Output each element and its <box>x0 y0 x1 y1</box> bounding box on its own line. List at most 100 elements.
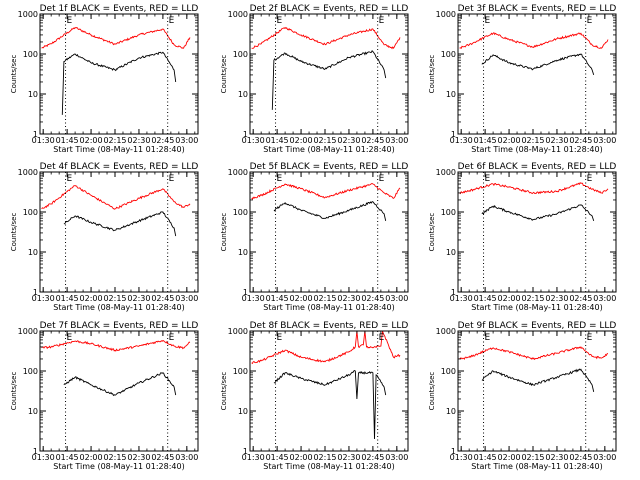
x-tick-label: 01:30 <box>32 294 55 303</box>
x-tick-label: 02:45 <box>361 453 384 462</box>
x-tick-label: 02:45 <box>361 136 384 145</box>
x-tick-label: 02:00 <box>80 294 103 303</box>
x-tick-label: 02:30 <box>127 294 150 303</box>
lld-series-line <box>251 330 401 365</box>
y-tick-label: 100 <box>23 50 38 59</box>
x-tick-label: 02:45 <box>361 294 384 303</box>
events-series-line <box>481 368 595 393</box>
y-tick-label: 1000 <box>436 327 456 336</box>
x-tick-label: 02:30 <box>127 136 150 145</box>
x-tick-label: 02:00 <box>290 453 313 462</box>
lld-series-line <box>251 26 401 50</box>
x-tick-label: 01:45 <box>474 136 497 145</box>
events-series-line <box>63 372 177 397</box>
x-tick-label: 02:00 <box>498 453 521 462</box>
x-tick-label: 01:30 <box>242 294 265 303</box>
events-series-line <box>481 53 595 76</box>
y-axis-label: Counts/sec <box>220 372 228 411</box>
lld-series-line <box>41 26 191 49</box>
x-tick-label: 02:30 <box>337 453 360 462</box>
event-marker-label: E <box>379 333 385 343</box>
plot-frame <box>249 171 409 293</box>
y-tick-label: 10 <box>28 407 38 416</box>
plot-frame <box>39 171 199 293</box>
detector-panel-1: Det 1f BLACK = Events, RED = LLD E E 1 10 100… <box>10 4 199 154</box>
y-axis-label: Counts/sec <box>428 372 436 411</box>
event-marker-label: E <box>169 333 175 343</box>
x-tick-label: 02:15 <box>313 136 336 145</box>
x-tick-label: 02:30 <box>545 294 568 303</box>
x-axis-label: Start Time (08-May-11 01:28:40) <box>263 145 394 154</box>
y-tick-label: 100 <box>441 50 456 59</box>
y-tick-label: 10 <box>238 248 248 257</box>
y-tick-label: 1 <box>451 130 456 139</box>
y-tick-label: 10 <box>28 90 38 99</box>
x-tick-label: 02:00 <box>290 294 313 303</box>
detector-panel-8: Det 8f BLACK = Events, RED = LLD E E 1 10 100… <box>220 321 409 471</box>
x-axis-label: Start Time (08-May-11 01:28:40) <box>471 145 602 154</box>
y-tick-label: 1 <box>243 447 248 456</box>
x-tick-label: 03:00 <box>593 453 616 462</box>
x-tick-label: 01:45 <box>56 453 79 462</box>
x-tick-label: 02:00 <box>290 136 313 145</box>
y-tick-label: 1000 <box>228 168 248 177</box>
detector-panel-2: Det 2f BLACK = Events, RED = LLD E E 1 10 100… <box>220 4 409 154</box>
event-marker-label: E <box>67 333 73 343</box>
lld-series-line <box>41 339 191 352</box>
y-axis-label: Counts/sec <box>220 55 228 94</box>
panel-title: Det 2f BLACK = Events, RED = LLD <box>250 4 409 14</box>
x-tick-label: 02:30 <box>127 453 150 462</box>
plot-frame <box>249 330 409 452</box>
event-marker-label: E <box>277 174 283 184</box>
x-tick-label: 01:45 <box>266 294 289 303</box>
y-tick-label: 100 <box>233 208 248 217</box>
x-tick-label: 02:45 <box>151 136 174 145</box>
lld-series-line <box>41 184 191 210</box>
event-marker-label: E <box>587 16 593 26</box>
y-axis-label: Counts/sec <box>10 213 18 252</box>
panel-title: Det 3f BLACK = Events, RED = LLD <box>458 4 617 14</box>
event-marker-label: E <box>169 16 175 26</box>
y-tick-label: 1 <box>243 130 248 139</box>
y-tick-label: 10 <box>446 407 456 416</box>
x-tick-label: 03:00 <box>175 136 198 145</box>
y-tick-label: 10 <box>28 248 38 257</box>
panel-title: Det 8f BLACK = Events, RED = LLD <box>250 321 409 331</box>
x-tick-label: 02:15 <box>103 453 126 462</box>
x-tick-label: 02:30 <box>545 453 568 462</box>
x-tick-label: 02:15 <box>313 294 336 303</box>
panel-title: Det 7f BLACK = Events, RED = LLD <box>40 321 199 331</box>
y-tick-label: 1 <box>243 288 248 297</box>
x-tick-label: 03:00 <box>593 136 616 145</box>
x-axis-label: Start Time (08-May-11 01:28:40) <box>263 303 394 312</box>
x-tick-label: 01:45 <box>56 294 79 303</box>
y-tick-label: 100 <box>441 208 456 217</box>
x-tick-label: 02:15 <box>521 453 544 462</box>
y-axis-label: Counts/sec <box>220 213 228 252</box>
y-tick-label: 1000 <box>18 327 38 336</box>
events-series-line <box>273 369 387 440</box>
y-tick-label: 1 <box>451 447 456 456</box>
event-marker-label: E <box>485 174 491 184</box>
x-axis-label: Start Time (08-May-11 01:28:40) <box>53 303 184 312</box>
x-tick-label: 01:30 <box>242 453 265 462</box>
event-marker-label: E <box>485 16 491 26</box>
x-tick-label: 01:45 <box>266 453 289 462</box>
y-axis-label: Counts/sec <box>428 213 436 252</box>
detector-panel-6: Det 6f BLACK = Events, RED = LLD E E 1 10 100… <box>428 162 617 312</box>
detector-panel-3: Det 3f BLACK = Events, RED = LLD E E 1 10 100… <box>428 4 617 154</box>
x-tick-label: 01:30 <box>32 136 55 145</box>
x-tick-label: 01:45 <box>474 453 497 462</box>
x-tick-label: 01:45 <box>266 136 289 145</box>
x-axis-label: Start Time (08-May-11 01:28:40) <box>471 462 602 471</box>
plot-frame <box>249 13 409 135</box>
x-tick-label: 01:30 <box>242 136 265 145</box>
x-tick-label: 02:45 <box>569 136 592 145</box>
y-tick-label: 1000 <box>228 10 248 19</box>
events-series-line <box>63 211 177 237</box>
x-tick-label: 01:30 <box>450 136 473 145</box>
x-tick-label: 01:45 <box>56 136 79 145</box>
x-tick-label: 02:00 <box>80 136 103 145</box>
event-marker-label: E <box>67 16 73 26</box>
